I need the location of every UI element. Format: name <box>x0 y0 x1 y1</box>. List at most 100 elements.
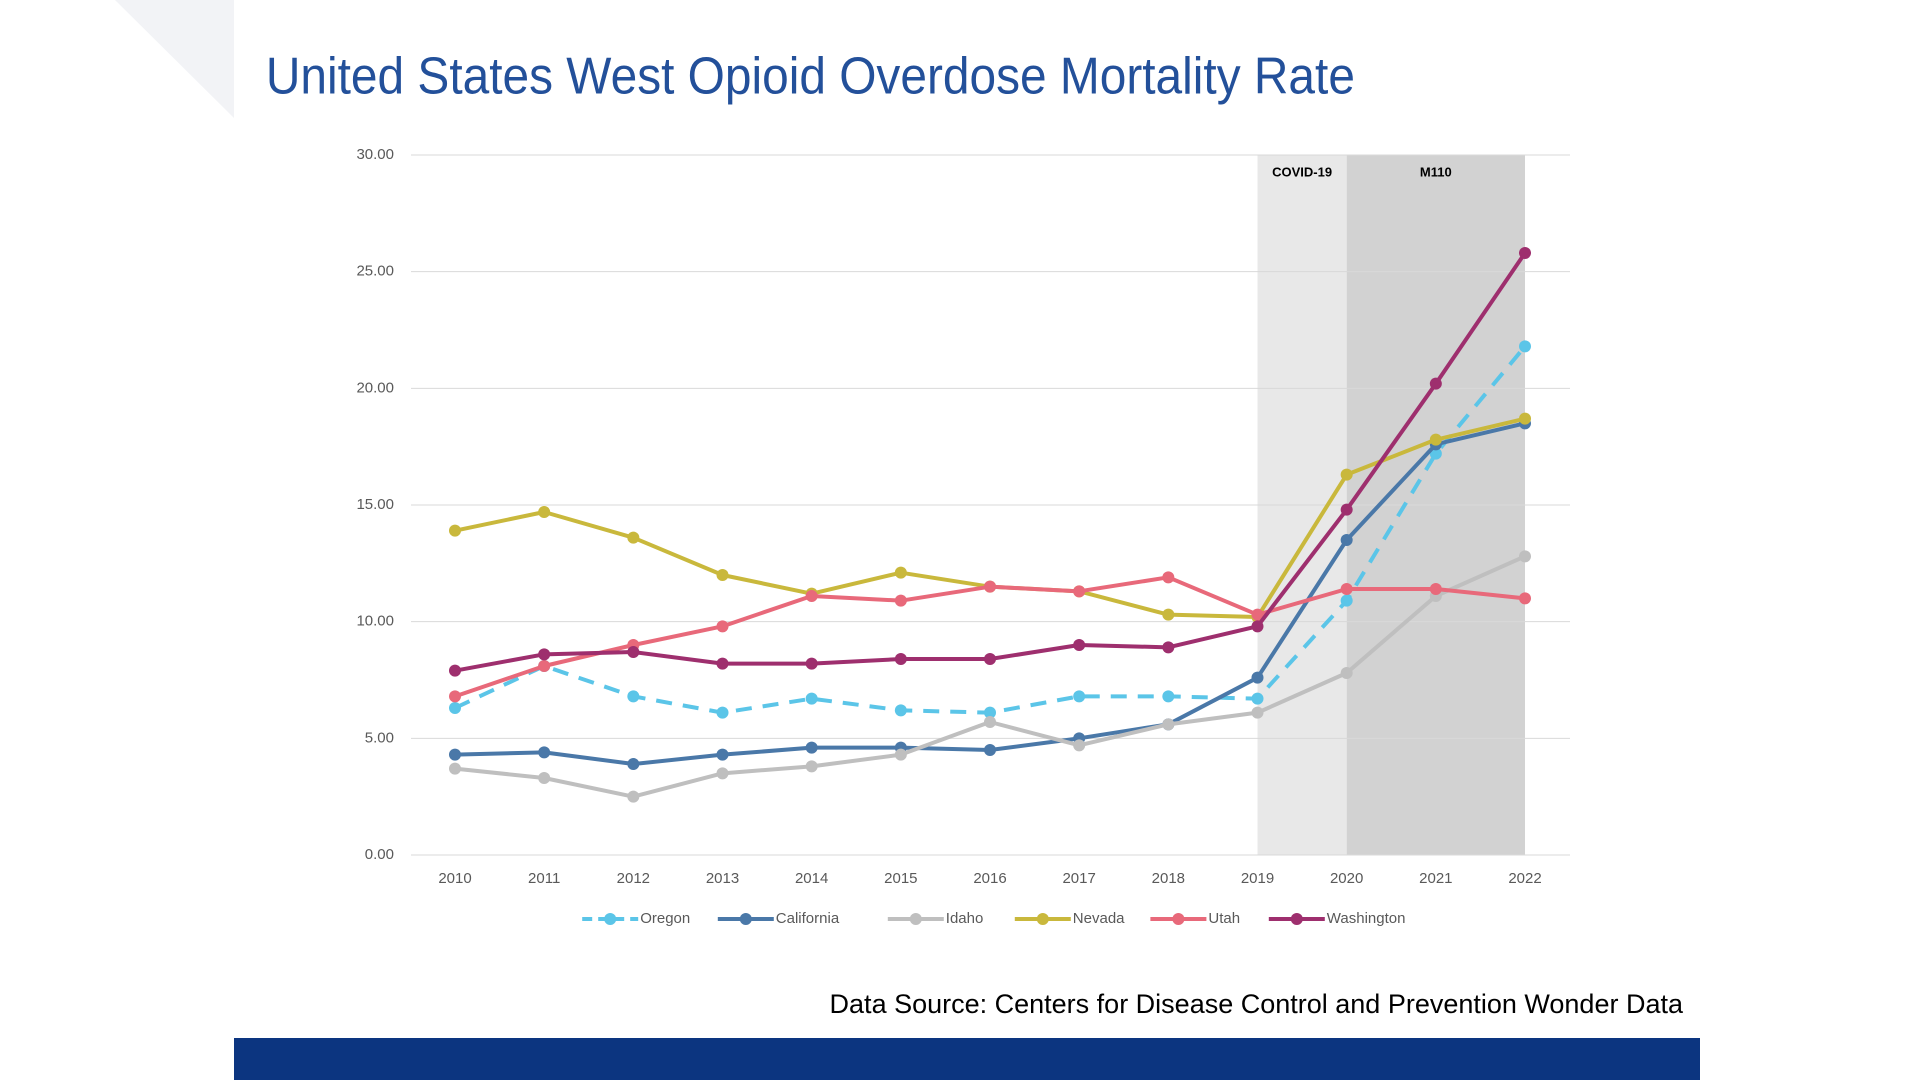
data-point <box>538 746 551 759</box>
legend-label: Washington <box>1327 910 1406 927</box>
data-point <box>805 741 818 754</box>
data-point <box>1162 608 1175 621</box>
data-point <box>1519 550 1531 563</box>
period-label: M110 <box>1420 164 1452 179</box>
data-point <box>894 653 907 665</box>
data-point <box>1429 583 1442 595</box>
source-note: Data Source: Centers for Disease Control… <box>830 989 1684 1019</box>
data-point <box>1340 583 1353 595</box>
legend-marker <box>739 913 752 925</box>
data-point <box>716 706 729 719</box>
data-point <box>1340 667 1353 679</box>
corner-decoration <box>115 0 234 118</box>
chart-title: United States West Opioid Overdose Morta… <box>266 47 1355 105</box>
data-point <box>894 748 907 761</box>
x-tick-label: 2013 <box>706 870 739 887</box>
data-point <box>894 594 907 607</box>
data-point <box>1251 671 1264 684</box>
legend-marker <box>1036 913 1049 925</box>
data-point <box>1073 585 1086 598</box>
data-point <box>1162 641 1175 654</box>
legend-label: Nevada <box>1073 910 1125 927</box>
data-point <box>1519 247 1531 259</box>
data-point <box>1073 739 1086 752</box>
period-label: COVID-19 <box>1272 164 1332 179</box>
x-tick-label: 2014 <box>795 870 828 887</box>
data-point <box>449 748 461 761</box>
data-point <box>716 569 729 581</box>
data-point <box>1251 692 1264 705</box>
data-point <box>805 692 818 705</box>
data-point <box>1340 534 1353 546</box>
x-tick-label: 2012 <box>617 870 650 887</box>
legend-label: Idaho <box>946 910 984 927</box>
legend-marker <box>909 913 922 925</box>
data-point <box>1340 594 1353 607</box>
data-point <box>627 690 640 703</box>
legend-marker <box>1290 913 1303 925</box>
data-point <box>538 648 551 661</box>
data-point <box>1251 620 1264 633</box>
data-point <box>716 620 729 633</box>
x-tick-label: 2019 <box>1241 870 1274 887</box>
y-tick-label: 15.00 <box>356 496 394 513</box>
data-point <box>627 758 640 770</box>
data-point <box>1162 718 1175 731</box>
data-point <box>984 744 996 756</box>
data-point <box>1073 690 1086 703</box>
y-tick-label: 20.00 <box>356 379 394 396</box>
data-point <box>805 590 818 602</box>
footer-bar <box>234 1038 1700 1080</box>
y-tick-label: 0.00 <box>365 846 394 863</box>
data-point <box>894 566 907 579</box>
data-point <box>894 704 907 717</box>
data-point <box>1251 706 1264 719</box>
data-point <box>1519 412 1531 425</box>
data-point <box>1073 639 1086 651</box>
data-point <box>1340 468 1353 481</box>
data-point <box>1519 340 1531 353</box>
x-tick-label: 2021 <box>1419 870 1452 887</box>
x-tick-label: 2018 <box>1152 870 1185 887</box>
data-point <box>1429 377 1442 390</box>
data-point <box>805 760 818 773</box>
data-point <box>627 531 640 544</box>
x-tick-label: 2022 <box>1508 870 1541 887</box>
y-tick-label: 25.00 <box>356 263 394 280</box>
data-point <box>449 524 461 537</box>
y-tick-label: 30.00 <box>356 146 394 163</box>
x-tick-label: 2020 <box>1330 870 1363 887</box>
x-tick-label: 2017 <box>1062 870 1095 887</box>
x-tick-label: 2015 <box>884 870 917 887</box>
data-point <box>449 762 461 775</box>
data-point <box>627 646 640 658</box>
data-point <box>538 660 551 672</box>
data-point <box>716 657 729 670</box>
data-point <box>538 772 551 784</box>
data-point <box>984 653 996 665</box>
legend-marker <box>1172 913 1185 925</box>
data-point <box>716 767 729 780</box>
data-point <box>984 716 996 728</box>
legend-label: Oregon <box>640 910 690 927</box>
data-point <box>1429 447 1442 460</box>
data-point <box>449 664 461 677</box>
data-point <box>627 790 640 803</box>
data-point <box>449 702 461 714</box>
y-tick-label: 10.00 <box>356 613 394 630</box>
data-point <box>449 690 461 703</box>
legend-label: California <box>776 910 840 927</box>
data-point <box>984 706 996 719</box>
data-point <box>1251 608 1264 621</box>
data-point <box>1429 433 1442 446</box>
data-point <box>1162 571 1175 584</box>
data-point <box>538 506 551 518</box>
legend-label: Utah <box>1208 910 1240 927</box>
data-point <box>1519 592 1531 605</box>
x-tick-label: 2016 <box>973 870 1006 887</box>
x-tick-label: 2011 <box>528 870 560 887</box>
x-tick-label: 2010 <box>438 870 471 887</box>
data-point <box>1340 503 1353 516</box>
